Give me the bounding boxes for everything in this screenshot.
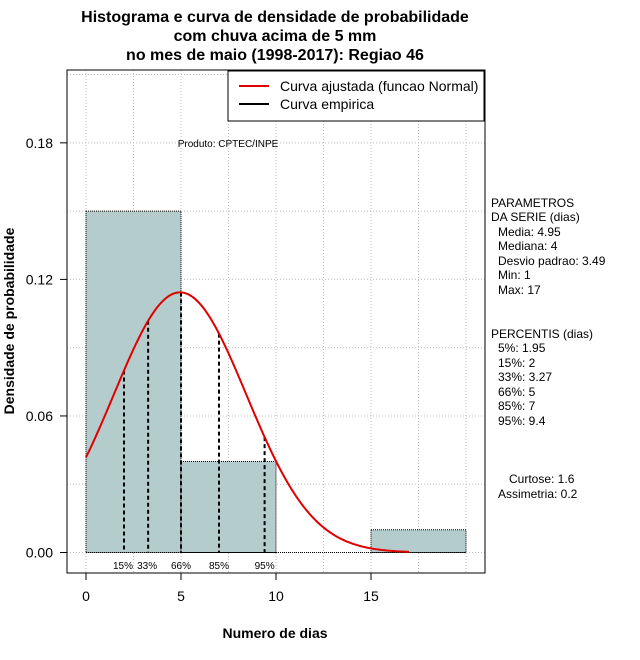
y-tick-label: 0.18 xyxy=(26,135,53,151)
parametros-header-1: PARAMETROS xyxy=(491,196,575,210)
histogram-bars xyxy=(85,210,467,554)
assimetria: Assimetria: 0.2 xyxy=(498,487,578,501)
x-tick-label: 5 xyxy=(177,588,185,604)
x-tick-label: 15 xyxy=(363,588,379,604)
percentil-33: 33%: 3.27 xyxy=(498,370,553,384)
y-tick-label: 0.12 xyxy=(26,271,53,287)
histogram-bar xyxy=(370,529,467,554)
percentile-label: 66% xyxy=(171,561,191,572)
title-line-3: no mes de maio (1998-2017): Regiao 46 xyxy=(126,47,424,64)
param-mediana: Mediana: 4 xyxy=(498,239,558,253)
y-tick-label: 0.06 xyxy=(26,408,53,424)
x-axis-label: Numero de dias xyxy=(222,625,327,641)
percentile-label: 95% xyxy=(255,561,275,572)
percentil-66: 66%: 5 xyxy=(498,385,536,399)
title-line-1: Histograma e curva de densidade de proba… xyxy=(81,9,469,26)
legend-fit-label: Curva ajustada (funcao Normal) xyxy=(280,78,478,94)
percentile-label: 15% xyxy=(113,561,133,572)
percentile-label: 85% xyxy=(209,561,229,572)
x-tick-label: 10 xyxy=(268,588,284,604)
curtose: Curtose: 1.6 xyxy=(509,472,575,486)
legend-box xyxy=(227,70,485,122)
parametros-header-2: DA SERIE (dias) xyxy=(491,210,580,224)
y-tick-label: 0.00 xyxy=(26,545,53,561)
product-annotation: Produto: CPTEC/INPE xyxy=(178,139,279,150)
percentile-labels: 15% 33% 66% 85% 95% xyxy=(113,561,275,572)
legend: Curva ajustada (funcao Normal) Curva emp… xyxy=(227,70,485,122)
param-media: Media: 4.95 xyxy=(498,225,561,239)
percentile-lines xyxy=(123,292,266,553)
histogram-bar xyxy=(85,210,182,554)
param-max: Max: 17 xyxy=(498,283,541,297)
legend-empirical-label: Curva empirica xyxy=(280,96,374,112)
x-tick-label: 0 xyxy=(82,588,90,604)
percentil-95: 95%: 9.4 xyxy=(498,414,546,428)
percentis-header: PERCENTIS (dias) xyxy=(491,327,594,341)
percentil-85: 85%: 7 xyxy=(498,399,536,413)
title-line-2: com chuva acima de 5 mm xyxy=(174,28,377,45)
percentil-15: 15%: 2 xyxy=(498,356,536,370)
param-min: Min: 1 xyxy=(498,268,531,282)
param-desvio: Desvio padrao: 3.49 xyxy=(498,254,606,268)
y-axis-label: Densidade de probabilidade xyxy=(1,227,17,414)
x-axis: 0 5 10 15 xyxy=(82,572,379,604)
percentil-5: 5%: 1.95 xyxy=(498,341,546,355)
y-axis: 0.00 0.06 0.12 0.18 xyxy=(26,135,68,561)
histogram-bar xyxy=(180,460,277,554)
percentile-label: 33% xyxy=(137,561,157,572)
chart-title: Histograma e curva de densidade de proba… xyxy=(81,9,469,64)
normal-fit-curve xyxy=(85,291,410,553)
